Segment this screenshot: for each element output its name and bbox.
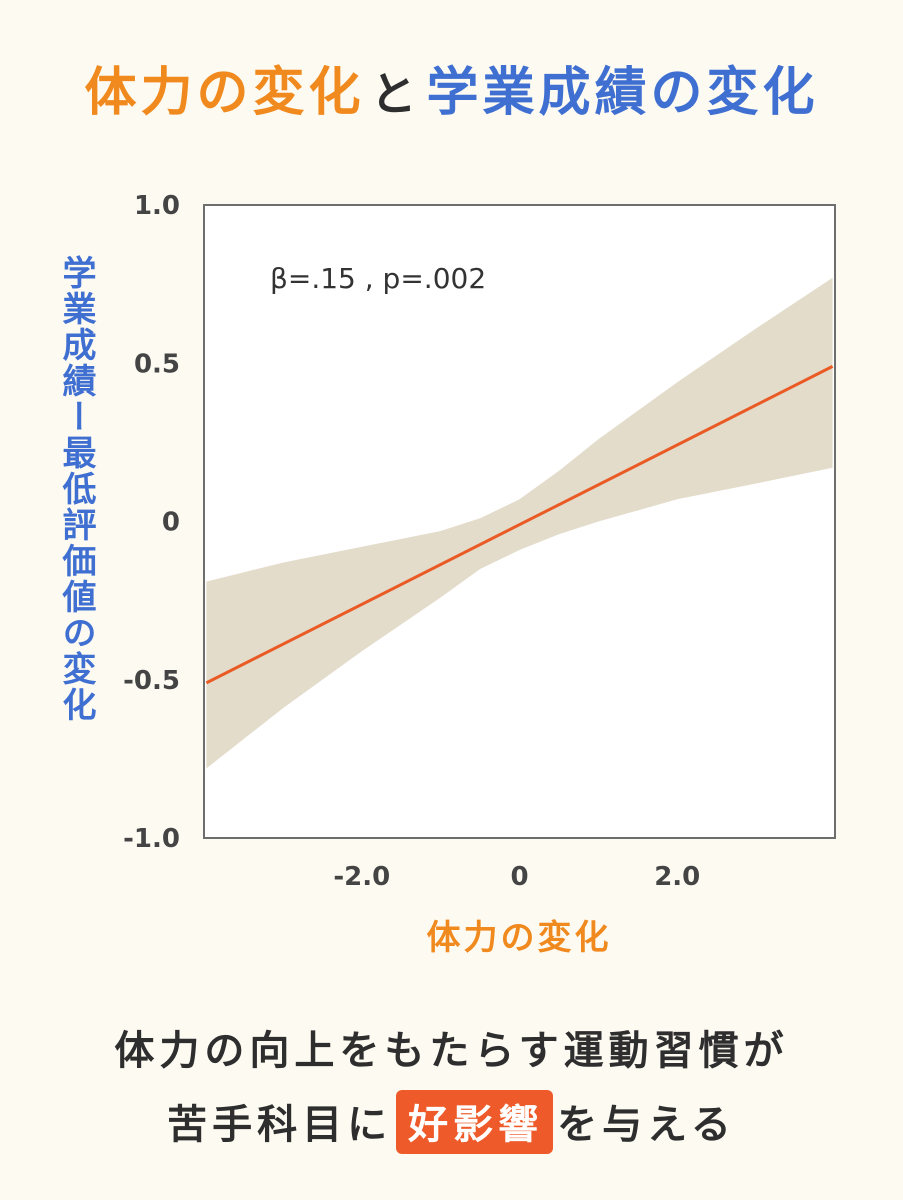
y-tick-label-3: -0.5 [123,666,180,696]
caption-line-2-end: を与える [557,1102,736,1148]
caption-highlight: 好影響 [396,1090,554,1154]
caption-line-2-start: 苦手科目に [167,1102,393,1148]
stats-annotation: β=.15 , p=.002 [270,262,486,295]
title-part-grades: 学業成績の変化 [426,63,819,123]
regression-line-0 [205,365,834,685]
y-axis-label: 学業成績ー最低評価値の変化 [56,255,96,723]
title-part-connector: と [370,67,421,121]
title-part-fitness: 体力の変化 [84,63,365,123]
x-tick-label-2: 2.0 [654,862,700,892]
caption-line-1: 体力の向上をもたらす運動習慣が [114,1028,789,1074]
y-tick-label-0: 1.0 [134,191,180,221]
y-tick-label-1: 0.5 [134,349,180,379]
page-title: 体力の変化と学業成績の変化 [0,50,903,125]
y-tick-label-4: -1.0 [123,824,180,854]
x-tick-label-0: -2.0 [333,862,390,892]
plot-frame [203,204,836,839]
chart: 1.0 0.5 0 -0.5 -1.0 -2.0 0 2.0 β=.15 , p=.002 [123,191,836,892]
x-axis-label: 体力の変化 [426,918,612,958]
caption-line-2: 苦手科目に 好影響 を与える [0,1090,903,1154]
x-tick-label-1: 0 [510,862,528,892]
y-tick-label-2: 0 [162,508,180,538]
